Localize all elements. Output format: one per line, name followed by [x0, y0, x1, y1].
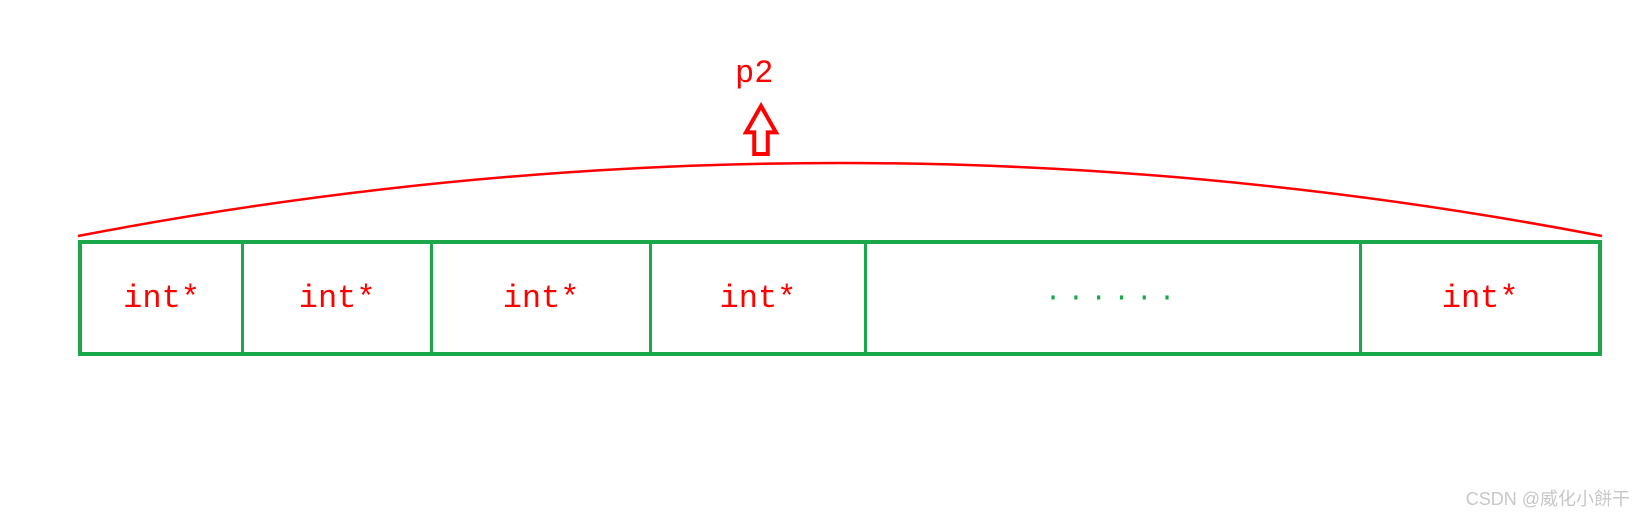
cell-label: int*	[720, 280, 797, 317]
cell-label: int*	[503, 280, 580, 317]
array-cell: int*	[649, 244, 864, 352]
array-cell: int*	[241, 244, 430, 352]
cell-label: int*	[123, 280, 200, 317]
cell-label: int*	[1442, 280, 1519, 317]
watermark-text: CSDN @威化小餅干	[1466, 485, 1630, 511]
cell-label: int*	[299, 280, 376, 317]
array-cell: int*	[1359, 244, 1598, 352]
array-cell: int*	[430, 244, 649, 352]
cell-label: ······	[1045, 283, 1182, 314]
array-cell-ellipsis: ······	[864, 244, 1359, 352]
pointer-array-diagram: p2 int*int*int*int*······int* CSDN @威化小餅…	[0, 0, 1650, 521]
array-cell: int*	[82, 244, 241, 352]
pointer-array: int* int* int* int* ······ int*	[78, 240, 1602, 356]
